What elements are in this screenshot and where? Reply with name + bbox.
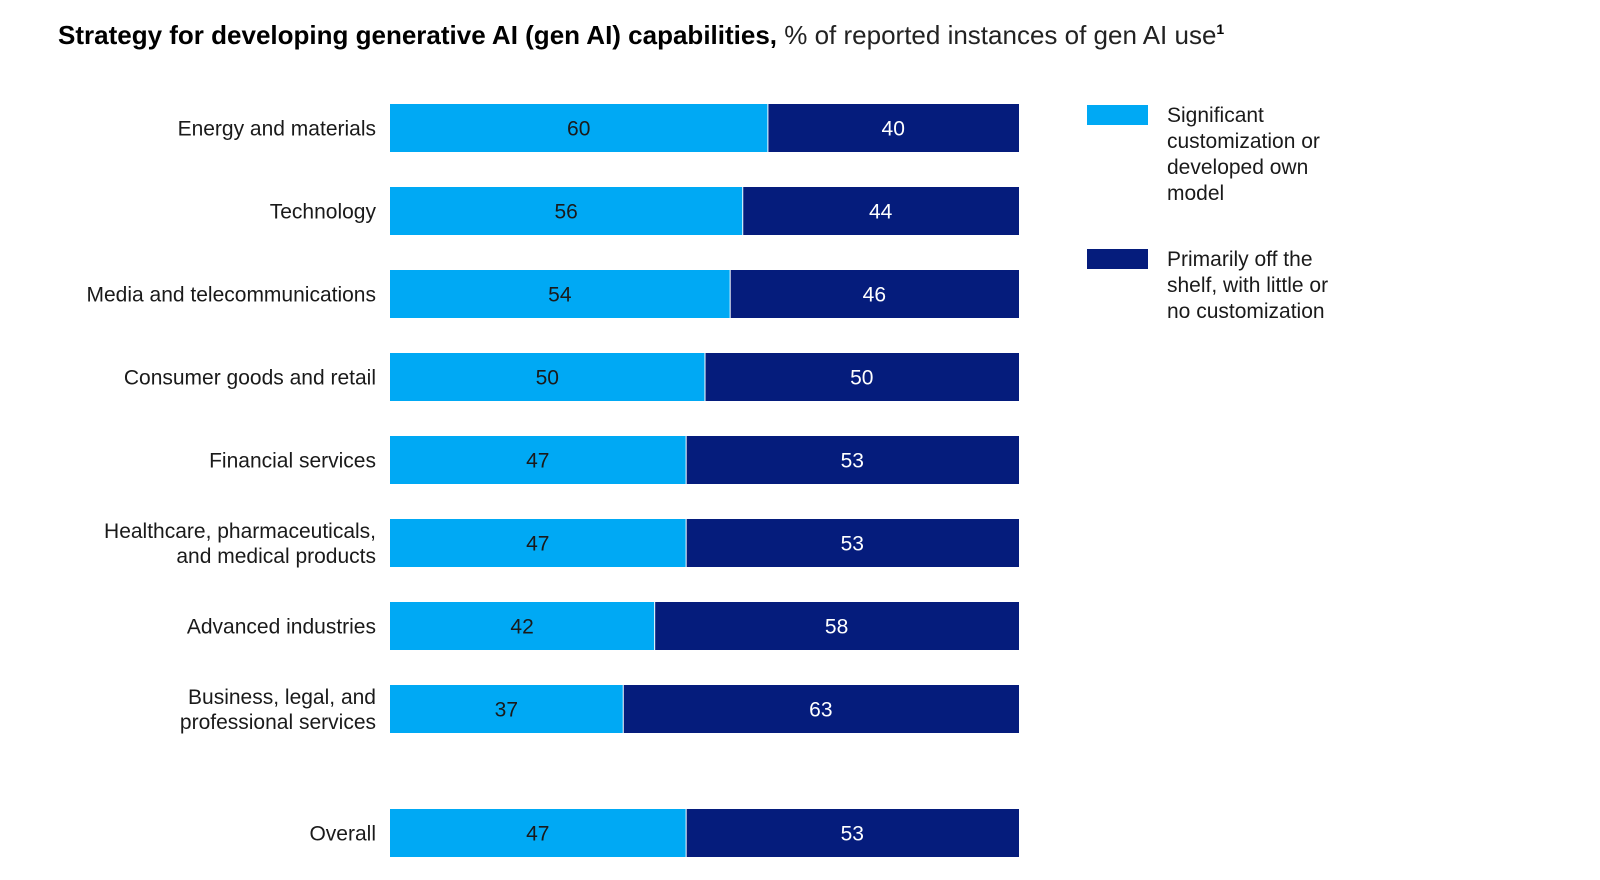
category-label-consumer-goods-and-retail: Consumer goods and retail <box>124 366 376 389</box>
legend-label: Significant customization or developed o… <box>1167 104 1320 205</box>
bar-off-the-shelf-overall <box>686 809 1019 857</box>
category-label-advanced-industries: Advanced industries <box>187 615 376 638</box>
footnote-marker: 1 <box>1216 21 1225 37</box>
value-label-customization-business-legal-and-professional-services: 37 <box>495 698 518 721</box>
value-label-customization-technology: 56 <box>554 200 577 223</box>
bar-customization-business-legal-and-professional-services <box>390 685 623 733</box>
value-label-off-the-shelf-advanced-industries: 58 <box>825 615 848 638</box>
category-label-financial-services: Financial services <box>209 449 376 472</box>
value-label-customization-overall: 47 <box>526 822 549 845</box>
category-label-technology: Technology <box>270 200 377 223</box>
bar-off-the-shelf-advanced-industries <box>655 602 1019 650</box>
bar-off-the-shelf-healthcare-pharmaceuticals-and-medical-products <box>686 519 1019 567</box>
value-label-off-the-shelf-business-legal-and-professional-services: 63 <box>809 698 832 721</box>
bar-customization-financial-services <box>390 436 686 484</box>
value-label-customization-financial-services: 47 <box>526 449 549 472</box>
value-label-customization-healthcare-pharmaceuticals-and-medical-products: 47 <box>526 532 549 555</box>
chart-title: Strategy for developing generative AI (g… <box>58 19 1224 51</box>
bar-row-financial-services: Financial services 47 53 <box>209 436 1019 484</box>
chart-title-bold: Strategy for developing generative AI (g… <box>58 20 778 50</box>
bar-off-the-shelf-financial-services <box>686 436 1019 484</box>
chart-title-subtitle: % of reported instances of gen AI use <box>784 20 1217 50</box>
bar-off-the-shelf-consumer-goods-and-retail <box>705 353 1019 401</box>
value-label-customization-advanced-industries: 42 <box>510 615 533 638</box>
legend: Significant customization or developed o… <box>1087 103 1347 325</box>
bar-customization-healthcare-pharmaceuticals-and-medical-products <box>390 519 686 567</box>
category-label-energy-and-materials: Energy and materials <box>178 117 376 140</box>
bar-customization-advanced-industries <box>390 602 655 650</box>
bar-row-consumer-goods-and-retail: Consumer goods and retail 50 50 <box>124 353 1019 401</box>
bar-row-advanced-industries: Advanced industries 42 58 <box>187 602 1019 650</box>
bar-customization-media-and-telecommunications <box>390 270 730 318</box>
category-label-media-and-telecommunications: Media and telecommunications <box>87 283 377 306</box>
value-label-off-the-shelf-media-and-telecommunications: 46 <box>863 283 886 306</box>
value-label-customization-energy-and-materials: 60 <box>567 117 590 140</box>
bar-row-energy-and-materials: Energy and materials 60 40 <box>178 104 1019 152</box>
bar-row-overall: Overall 47 53 <box>309 809 1019 857</box>
bar-customization-overall <box>390 809 686 857</box>
category-label-overall: Overall <box>309 822 376 845</box>
bar-customization-consumer-goods-and-retail <box>390 353 705 401</box>
category-label-business-legal-and-professional-services: Business, legal, and professional service… <box>180 686 376 734</box>
value-label-off-the-shelf-financial-services: 53 <box>841 449 864 472</box>
bar-row-media-and-telecommunications: Media and telecommunications 54 46 <box>87 270 1019 318</box>
bar-customization-technology <box>390 187 743 235</box>
category-label-healthcare-pharmaceuticals-and-medical-products: Healthcare, pharmaceuticals, and medical … <box>104 520 376 568</box>
bar-off-the-shelf-energy-and-materials <box>768 104 1019 152</box>
value-label-off-the-shelf-healthcare-pharmaceuticals-and-medical-products: 53 <box>841 532 864 555</box>
bar-customization-energy-and-materials <box>390 104 768 152</box>
bar-off-the-shelf-business-legal-and-professional-services <box>623 685 1019 733</box>
legend-item-significant-customization: Significant customization or developed o… <box>1087 103 1347 207</box>
legend-item-off-the-shelf: Primarily off the shelf, with little or … <box>1087 247 1347 325</box>
value-label-off-the-shelf-technology: 44 <box>869 200 893 223</box>
bar-row-technology: Technology 56 44 <box>270 187 1019 235</box>
value-label-off-the-shelf-consumer-goods-and-retail: 50 <box>850 366 873 389</box>
legend-label: Primarily off the shelf, with little or … <box>1167 248 1329 323</box>
value-label-customization-consumer-goods-and-retail: 50 <box>536 366 559 389</box>
value-label-off-the-shelf-overall: 53 <box>841 822 864 845</box>
bar-row-healthcare-pharmaceuticals-and-medical-products: Healthcare, pharmaceuticals, and medical … <box>104 519 1019 568</box>
legend-swatch-light-blue <box>1087 105 1148 125</box>
value-label-off-the-shelf-energy-and-materials: 40 <box>882 117 905 140</box>
bar-row-business-legal-and-professional-services: Business, legal, and professional service… <box>180 685 1019 734</box>
bar-off-the-shelf-technology <box>743 187 1019 235</box>
value-label-customization-media-and-telecommunications: 54 <box>548 283 572 306</box>
bar-off-the-shelf-media-and-telecommunications <box>730 270 1019 318</box>
legend-swatch-dark-blue <box>1087 249 1148 269</box>
